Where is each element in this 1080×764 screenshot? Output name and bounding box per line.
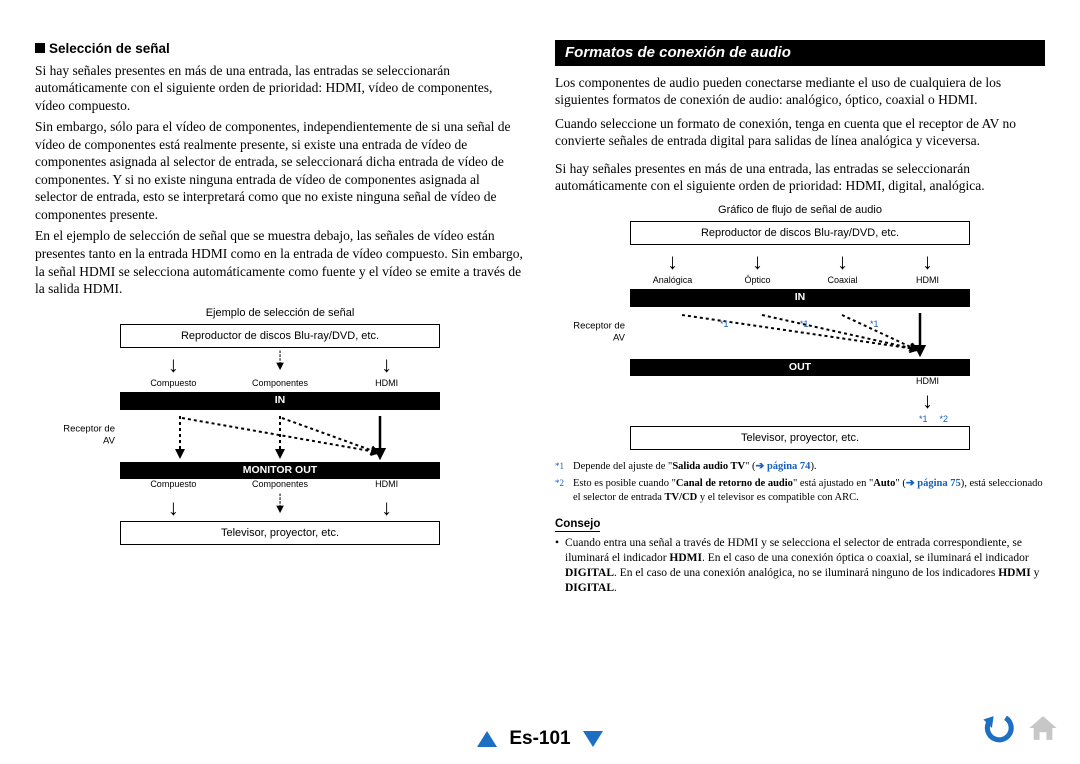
signal-cross: Receptor de AV	[120, 412, 440, 460]
audio-top-box: Reproductor de discos Blu-ray/DVD, etc.	[630, 221, 970, 245]
audio-diagram: Gráfico de flujo de señal de audio Repro…	[630, 203, 970, 450]
back-icon[interactable]	[980, 711, 1014, 750]
audio-top-labels: Analógica Óptico Coaxial HDMI	[630, 275, 970, 287]
svg-text:*1: *1	[870, 319, 879, 329]
arrows-down-2: ↓ ┊▼ ↓	[120, 497, 440, 519]
page-up-icon[interactable]	[477, 731, 497, 747]
right-p2: Cuando seleccione un formato de conexión…	[555, 115, 1045, 150]
monitor-out-bar: MONITOR OUT	[120, 462, 440, 480]
link-page-75[interactable]: ➔ página 75	[906, 478, 961, 489]
audio-hdmi-label: HDMI	[630, 376, 970, 388]
audio-out-bar: OUT	[630, 359, 970, 377]
svg-text:*1: *1	[800, 319, 809, 329]
sup-refs: *1*2	[630, 414, 970, 426]
in-bar: IN	[120, 392, 440, 410]
page-down-icon[interactable]	[583, 731, 603, 747]
left-p1: Si hay señales presentes en más de una e…	[35, 62, 525, 115]
svg-text:*1: *1	[720, 319, 729, 329]
audio-in-bar: IN	[630, 289, 970, 307]
top-labels: Compuesto Componentes HDMI	[120, 378, 440, 390]
bullet-square	[35, 43, 45, 53]
receptor-label: Receptor de AV	[50, 423, 115, 448]
signal-selection-heading: Selección de señal	[35, 40, 525, 58]
audio-bottom-box: Televisor, proyector, etc.	[630, 426, 970, 450]
footnotes: *1 Depende del ajuste de "Salida audio T…	[555, 460, 1045, 506]
audio-receptor-label: Receptor de AV	[560, 320, 625, 345]
audio-diagram-caption: Gráfico de flujo de señal de audio	[630, 203, 970, 217]
signal-diagram: Ejemplo de selección de señal Reproducto…	[120, 306, 440, 546]
page-number: Es-101	[509, 728, 570, 750]
right-column: Formatos de conexión de audio Los compon…	[555, 40, 1045, 596]
footnote-1: *1 Depende del ajuste de "Salida audio T…	[555, 460, 1045, 474]
footnote-2: *2 Esto es posible cuando "Canal de reto…	[555, 477, 1045, 505]
diagram-top-box: Reproductor de discos Blu-ray/DVD, etc.	[120, 324, 440, 348]
tip-text: • Cuando entra una señal a través de HDM…	[555, 536, 1045, 596]
diagram-bottom-box: Televisor, proyector, etc.	[120, 521, 440, 545]
audio-arrows-1: ↓ ↓ ↓ ↓	[630, 251, 970, 273]
consejo-heading: Consejo	[555, 517, 600, 533]
home-icon[interactable]	[1026, 711, 1060, 750]
audio-arrows-2: ↓	[630, 390, 970, 412]
left-column: Selección de señal Si hay señales presen…	[35, 40, 525, 596]
audio-format-title: Formatos de conexión de audio	[555, 40, 1045, 66]
page-footer: Es-101	[0, 728, 1080, 750]
left-p2: Sin embargo, sólo para el vídeo de compo…	[35, 118, 525, 223]
diagram-caption: Ejemplo de selección de señal	[120, 306, 440, 320]
left-p3: En el ejemplo de selección de señal que …	[35, 227, 525, 297]
audio-cross: Receptor de AV *1 *1 *1	[630, 309, 970, 357]
right-p1: Los componentes de audio pueden conectar…	[555, 74, 1045, 109]
right-p3: Si hay señales presentes en más de una e…	[555, 160, 1045, 195]
bottom-labels: Compuesto Componentes HDMI	[120, 479, 440, 491]
arrows-down-1: ↓ ┊▼ ↓	[120, 354, 440, 376]
link-page-74[interactable]: ➔ página 74	[756, 461, 811, 472]
